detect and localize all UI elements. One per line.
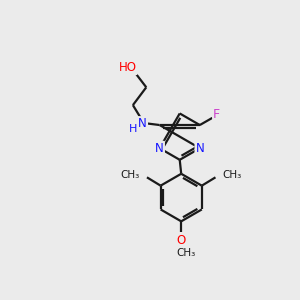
Text: O: O bbox=[177, 234, 186, 247]
Text: HO: HO bbox=[118, 61, 136, 74]
Text: N: N bbox=[195, 142, 204, 155]
Text: CH₃: CH₃ bbox=[121, 170, 140, 180]
Text: N: N bbox=[155, 142, 164, 155]
Text: CH₃: CH₃ bbox=[223, 170, 242, 180]
Text: CH₃: CH₃ bbox=[176, 248, 195, 258]
Text: H: H bbox=[129, 124, 137, 134]
Text: N: N bbox=[138, 117, 147, 130]
Text: F: F bbox=[213, 108, 220, 121]
